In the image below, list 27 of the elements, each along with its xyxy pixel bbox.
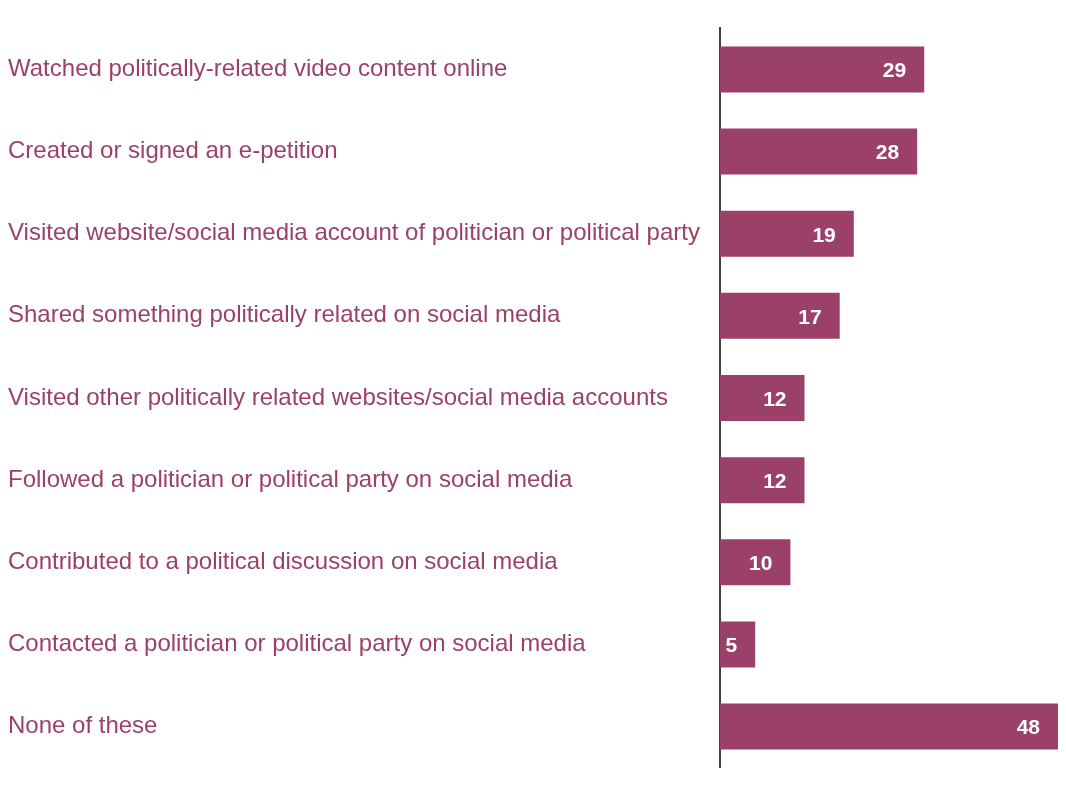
y-tick-label: Shared something politically related on social media (8, 300, 561, 328)
y-tick-label: Watched politically-related video content online (8, 54, 508, 82)
y-tick-label: None of these (8, 711, 158, 739)
bar (720, 292, 840, 339)
bar (720, 539, 791, 586)
bar (720, 621, 756, 668)
bar (720, 210, 854, 257)
bar (720, 128, 918, 175)
y-tick-label: Followed a politician or political party on social media (8, 464, 573, 492)
y-tick-label: Contributed to a political discussion on social media (8, 546, 559, 574)
data-label: 48 (1016, 715, 1041, 739)
data-label: 19 (812, 222, 836, 246)
bar (720, 457, 805, 504)
data-label: 5 (725, 633, 738, 657)
data-label: 12 (763, 386, 787, 410)
bar (720, 375, 805, 421)
y-tick-label: Visited website/social media account of politician or political party (8, 218, 700, 246)
data-label: 28 (875, 140, 900, 164)
data-label: 17 (798, 304, 822, 328)
y-tick-label: Contacted a politician or political party on social media (8, 629, 587, 657)
bar (720, 703, 1058, 750)
bar (720, 46, 925, 93)
data-label: 10 (749, 551, 773, 575)
data-label: 29 (882, 58, 907, 82)
y-tick-label: Created or signed an e-petition (8, 136, 338, 164)
data-label: 12 (763, 468, 787, 492)
y-tick-label: Visited other politically related websites/social media accounts (8, 382, 668, 410)
